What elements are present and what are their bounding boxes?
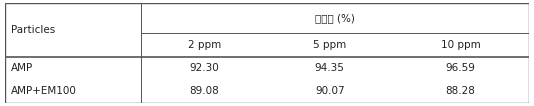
Text: 2 ppm: 2 ppm xyxy=(187,40,221,50)
Text: 5 ppm: 5 ppm xyxy=(313,40,347,50)
Text: 94.35: 94.35 xyxy=(315,63,345,73)
Text: 89.08: 89.08 xyxy=(190,86,219,96)
Text: 96.59: 96.59 xyxy=(446,63,476,73)
Text: Particles: Particles xyxy=(11,25,55,35)
Text: 90.07: 90.07 xyxy=(315,86,344,96)
Text: 제거율 (%): 제거율 (%) xyxy=(315,13,355,23)
Text: AMP+EM100: AMP+EM100 xyxy=(11,86,76,96)
Text: 10 ppm: 10 ppm xyxy=(441,40,481,50)
Text: 88.28: 88.28 xyxy=(446,86,476,96)
Text: AMP: AMP xyxy=(11,63,33,73)
Text: 92.30: 92.30 xyxy=(190,63,219,73)
